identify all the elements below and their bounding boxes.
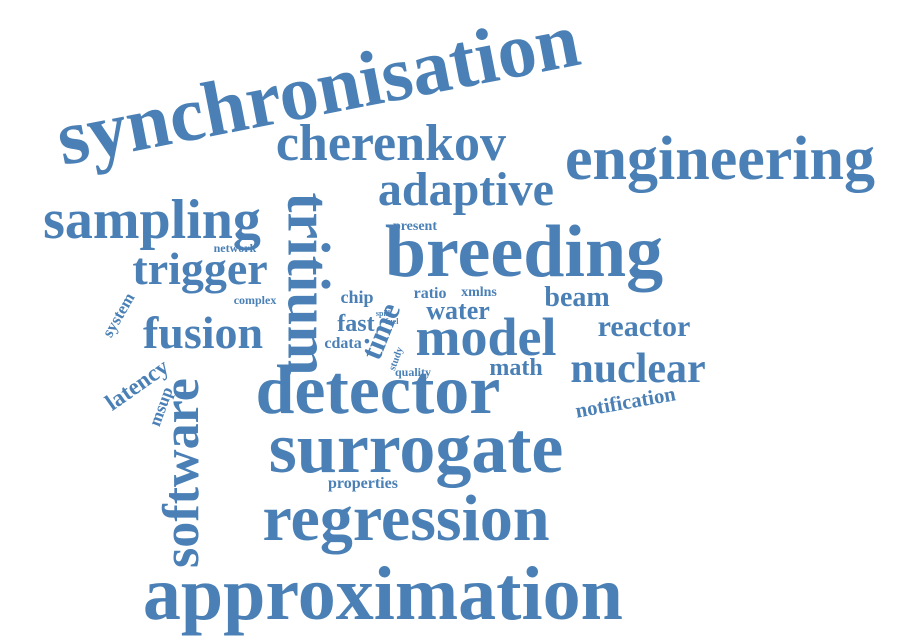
word-regression: regression <box>262 482 550 555</box>
word-quality: quality <box>395 365 432 379</box>
word-model: model <box>415 307 557 367</box>
word-present: present <box>392 219 438 234</box>
word-system: system <box>98 289 139 341</box>
word-approximation: approximation <box>142 552 623 636</box>
word-complex: complex <box>233 293 277 307</box>
word-water: water <box>426 296 490 325</box>
word-math: math <box>489 355 543 381</box>
word-cherenkov: cherenkov <box>275 115 506 172</box>
word-breeding: breeding <box>384 211 664 293</box>
word-engineering: engineering <box>565 125 875 193</box>
word-detector: detector <box>255 352 501 429</box>
word-network: network <box>213 241 257 255</box>
word-cdata: cdata <box>324 335 362 352</box>
word-software: software <box>152 378 210 568</box>
word-surrogate: surrogate <box>268 408 564 488</box>
word-trigger: trigger <box>132 243 268 294</box>
word-fusion: fusion <box>142 307 264 358</box>
word-chip: chip <box>340 287 374 307</box>
word-beam: beam <box>544 282 610 313</box>
word-properties: properties <box>328 475 398 492</box>
word-ratio: ratio <box>413 285 447 302</box>
word-xmlns: xmlns <box>461 285 497 300</box>
word-reactor: reactor <box>597 310 691 343</box>
word-spill: spill <box>375 309 391 318</box>
word-sampling: sampling <box>43 189 261 251</box>
word-fast: fast <box>337 311 375 337</box>
word-adaptive: adaptive <box>377 163 554 216</box>
word-fuel: fuel <box>385 317 399 326</box>
word-nuclear: nuclear <box>570 346 706 392</box>
